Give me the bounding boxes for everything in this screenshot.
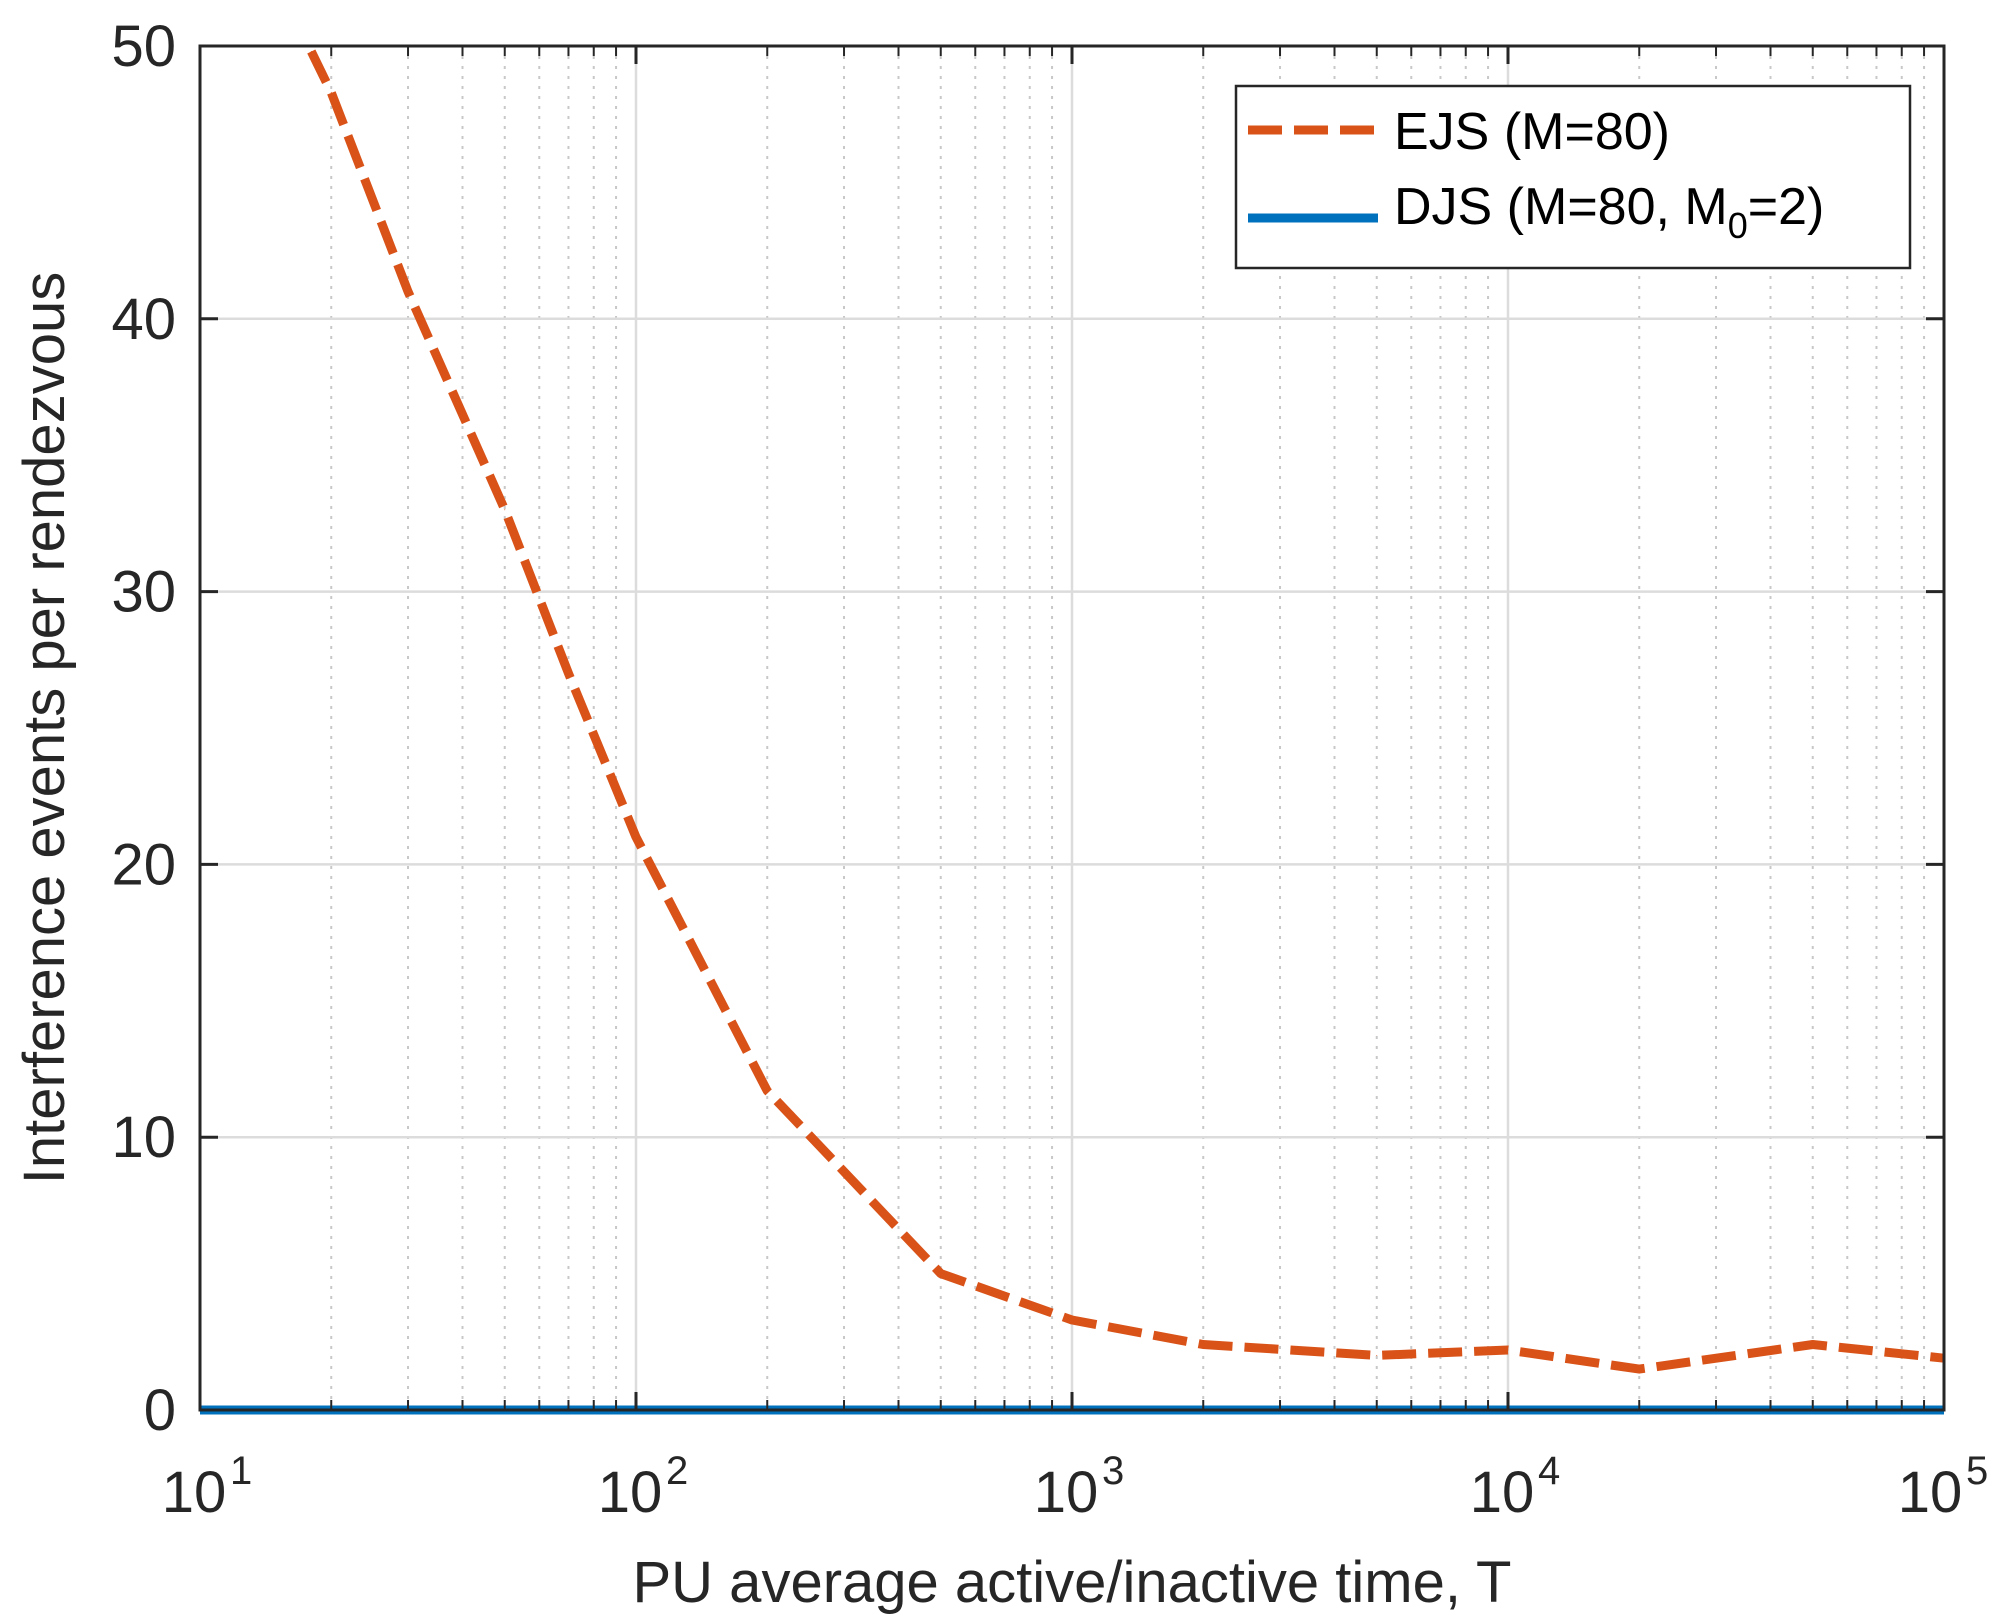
x-tick-label-exponent: 2 bbox=[666, 1449, 688, 1493]
x-tick-label: 10 3 bbox=[1034, 1449, 1125, 1525]
legend-label-djs-main: DJS (M=80, M bbox=[1394, 178, 1728, 236]
y-tick-label: 20 bbox=[111, 832, 176, 897]
y-tick-label: 40 bbox=[111, 287, 176, 352]
x-tick-label-exponent: 5 bbox=[1966, 1449, 1988, 1493]
data-point-ejs bbox=[1812, 1344, 1814, 1346]
x-tick-label: 10 2 bbox=[598, 1449, 689, 1525]
data-point-ejs bbox=[940, 1273, 942, 1275]
data-point-ejs bbox=[330, 91, 332, 93]
x-tick-label: 10 5 bbox=[1898, 1449, 1989, 1525]
data-point-ejs bbox=[567, 672, 569, 674]
x-tick-label-base: 10 bbox=[1898, 1460, 1963, 1525]
legend-label-ejs: EJS (M=80) bbox=[1394, 103, 1670, 161]
data-point-ejs bbox=[1507, 1349, 1509, 1351]
legend-box bbox=[1234, 84, 1912, 270]
data-point-ejs bbox=[766, 1090, 768, 1092]
x-tick-label: 10 1 bbox=[162, 1449, 253, 1525]
data-point-ejs bbox=[1638, 1368, 1640, 1370]
y-tick-labels: 0 10 20 30 40 50 bbox=[111, 14, 176, 1443]
legend-label-djs-end: =2) bbox=[1748, 178, 1825, 236]
y-tick-label: 0 bbox=[144, 1378, 176, 1443]
x-axis-title: PU average active/inactive time, T bbox=[633, 1550, 1512, 1615]
legend: EJS (M=80) DJS (M=80, M0=2) bbox=[1234, 84, 1912, 270]
data-point-ejs bbox=[407, 291, 409, 293]
tick-marks bbox=[198, 44, 1946, 1412]
x-tick-label-base: 10 bbox=[162, 1460, 227, 1525]
data-point-ejs bbox=[310, 50, 312, 52]
x-tick-label: 10 4 bbox=[1470, 1449, 1561, 1525]
data-point-ejs bbox=[1202, 1344, 1204, 1346]
data-point-ejs bbox=[1376, 1354, 1378, 1356]
x-tick-label-base: 10 bbox=[598, 1460, 663, 1525]
y-tick-label: 10 bbox=[111, 1105, 176, 1170]
y-tick-label: 30 bbox=[111, 560, 176, 625]
x-tick-label-exponent: 4 bbox=[1538, 1449, 1560, 1493]
legend-label-djs-subscript: 0 bbox=[1728, 205, 1748, 246]
x-tick-label-base: 10 bbox=[1034, 1460, 1099, 1525]
data-point-ejs bbox=[635, 836, 637, 838]
data-point-ejs bbox=[504, 509, 506, 511]
x-tick-labels: 10 1 10 2 10 3 10 4 10 5 bbox=[162, 1449, 1989, 1525]
y-tick-label: 50 bbox=[111, 14, 176, 79]
x-tick-label-base: 10 bbox=[1470, 1460, 1535, 1525]
y-axis-title: Interference events per rendezvous bbox=[12, 272, 77, 1184]
x-tick-label-exponent: 1 bbox=[230, 1449, 252, 1493]
data-point-ejs bbox=[1071, 1319, 1073, 1321]
x-tick-label-exponent: 3 bbox=[1102, 1449, 1124, 1493]
legend-label-djs: DJS (M=80, M0=2) bbox=[1394, 178, 1824, 246]
